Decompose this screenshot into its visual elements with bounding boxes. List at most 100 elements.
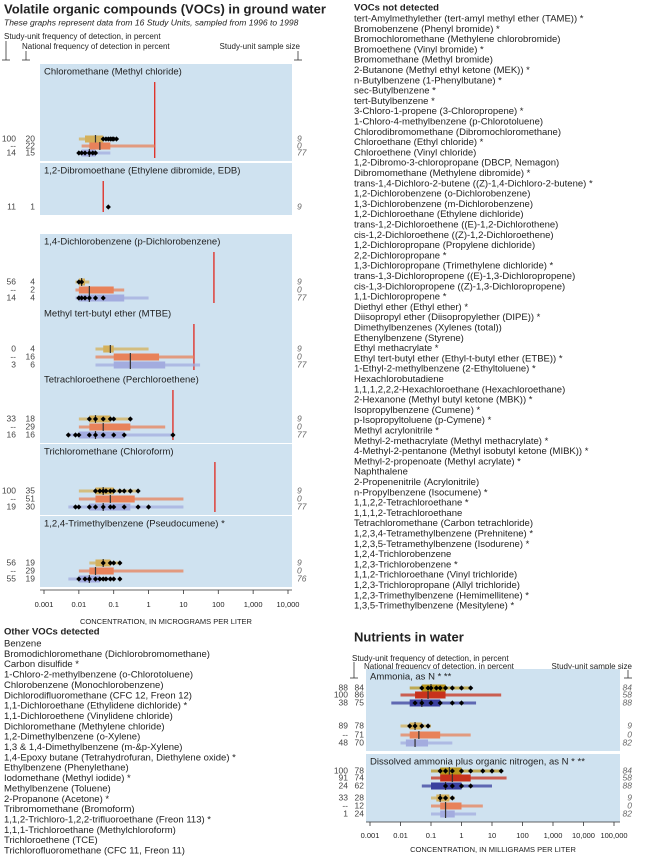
header-label: Study-unit sample size — [552, 662, 633, 671]
list-title: Other VOCs detected — [4, 627, 100, 638]
data-point — [76, 150, 82, 156]
list-item: 1,3 & 1,4-Dimethylbenzene (m-&p-Xylene) — [4, 742, 182, 753]
data-point — [82, 295, 88, 301]
frequency-label: 19 — [26, 573, 36, 583]
data-point — [442, 768, 449, 774]
data-point — [105, 204, 111, 210]
data-point — [76, 295, 82, 301]
list-item: 1,3-Dichloropropane (Trimethylene dichlo… — [354, 261, 554, 272]
list-item: Trichlorofluoromethane (CFC 11, Freon 11… — [4, 846, 185, 857]
data-point — [86, 416, 92, 422]
list-item: 2-Propenenitrile (Acrylonitrile) — [354, 477, 479, 488]
box — [95, 495, 135, 503]
data-point — [419, 700, 425, 706]
data-point — [111, 432, 117, 438]
frequency-label: 35 — [26, 485, 36, 495]
box — [415, 691, 446, 699]
x-tick-label: 10 — [179, 600, 187, 609]
data-point — [97, 488, 103, 494]
sample-size: 9 — [297, 413, 302, 423]
x-tick-label: 0.001 — [35, 600, 54, 609]
data-point — [113, 136, 120, 142]
data-point — [412, 723, 418, 729]
data-point — [100, 136, 106, 142]
panel-title: Chloromethane (Methyl chloride) — [44, 67, 182, 78]
data-point — [82, 576, 88, 582]
data-point — [107, 488, 113, 494]
frequency-label: 100 — [2, 485, 16, 495]
panel — [40, 372, 292, 443]
sample-size: 77 — [297, 147, 307, 157]
data-point — [170, 432, 176, 438]
sample-size: 77 — [297, 429, 307, 439]
list-item: Bromomethane (Methyl bromide) — [354, 55, 493, 66]
sample-size: 88 — [623, 780, 633, 790]
list-item: 1,3,5-Trimethylbenzene (Mesitylene) * — [354, 601, 514, 612]
data-point — [107, 576, 113, 582]
data-point — [82, 150, 88, 156]
frequency-label: -- — [10, 565, 16, 575]
box — [89, 423, 131, 431]
frequency-label: 2 — [30, 284, 35, 294]
frequency-label: -- — [342, 800, 348, 810]
sample-size: 9 — [297, 276, 302, 286]
list-item: 1,2,3-Trimethylbenzene (Hemimellitene) * — [354, 590, 529, 601]
data-point — [419, 685, 425, 691]
data-point — [76, 504, 82, 510]
list-item: 2-Butanone (Methyl ethyl ketone (MEK)) * — [354, 65, 530, 76]
list-item: 1,2-Dichloropropane (Propylene dichlorid… — [354, 240, 535, 251]
x-tick-label: 0.1 — [108, 600, 118, 609]
x-tick-label: 1,000 — [244, 600, 263, 609]
data-point — [135, 504, 141, 510]
data-point — [100, 295, 106, 301]
box — [103, 345, 114, 353]
list-item: p-Isopropyltoluene (p-Cymene) * — [354, 415, 492, 426]
frequency-label: -- — [10, 351, 16, 361]
frequency-label: 33 — [339, 792, 349, 802]
list-item: 1,2-Dichloroethane (Ethylene dichloride) — [354, 209, 524, 220]
list-item: Isopropylbenzene (Cumene) * — [354, 405, 481, 416]
box — [409, 731, 441, 739]
frequency-label: 71 — [355, 729, 365, 739]
data-point — [437, 700, 443, 706]
data-point — [92, 432, 99, 438]
sample-size: 9 — [297, 343, 302, 353]
x-tick-label: 0.01 — [72, 600, 87, 609]
data-point — [86, 295, 92, 301]
list-item: 1,2,3,5-Tetramethylbenzene (Isodurene) * — [354, 539, 530, 550]
frequency-label: 6 — [30, 359, 35, 369]
data-point — [498, 768, 504, 774]
list-item: tert-Amylmethylether (tert-amyl methyl e… — [354, 14, 584, 25]
list-item: Chlorobenzene (Monochlorobenzene) — [4, 680, 164, 691]
panel-title: Methyl tert-butyl ether (MTBE) — [44, 309, 171, 320]
data-point — [100, 488, 106, 494]
list-item: 1,1,2-Trichloro-1,2,2-trifluoroethane (F… — [4, 814, 211, 825]
panel — [40, 516, 292, 587]
x-tick-label: 1 — [459, 831, 463, 840]
data-point — [92, 295, 99, 301]
box — [78, 286, 114, 294]
frequency-label: 100 — [334, 765, 348, 775]
frequency-label: 78 — [355, 765, 365, 775]
x-axis-title: CONCENTRATION, IN MILLIGRAMS PER LITER — [410, 845, 576, 854]
data-point — [419, 723, 425, 729]
x-tick-label: 100 — [212, 600, 225, 609]
x-tick-label: 0.001 — [361, 831, 380, 840]
chart-title: Nutrients in water — [354, 629, 464, 644]
data-point — [449, 783, 455, 789]
data-point — [100, 560, 106, 566]
list-item: 1,2,3,4-Tetramethylbenzene (Prehnitene) … — [354, 529, 533, 540]
panel — [40, 444, 292, 515]
sample-size: 88 — [623, 697, 633, 707]
data-point — [127, 488, 133, 494]
panel — [40, 306, 292, 373]
frequency-label: 16 — [7, 429, 17, 439]
list-item: 1,2-Dichlorobenzene (o-Dichlorobenzene) — [354, 189, 530, 200]
frequency-label: 0 — [11, 343, 16, 353]
list-item: 1,1-Dichloroethane (Ethylidene dichlorid… — [4, 701, 188, 712]
data-point — [489, 768, 495, 774]
sample-size: 58 — [623, 772, 633, 782]
frequency-label: 14 — [7, 292, 17, 302]
panel-title: Ammonia, as N * ** — [370, 672, 452, 683]
